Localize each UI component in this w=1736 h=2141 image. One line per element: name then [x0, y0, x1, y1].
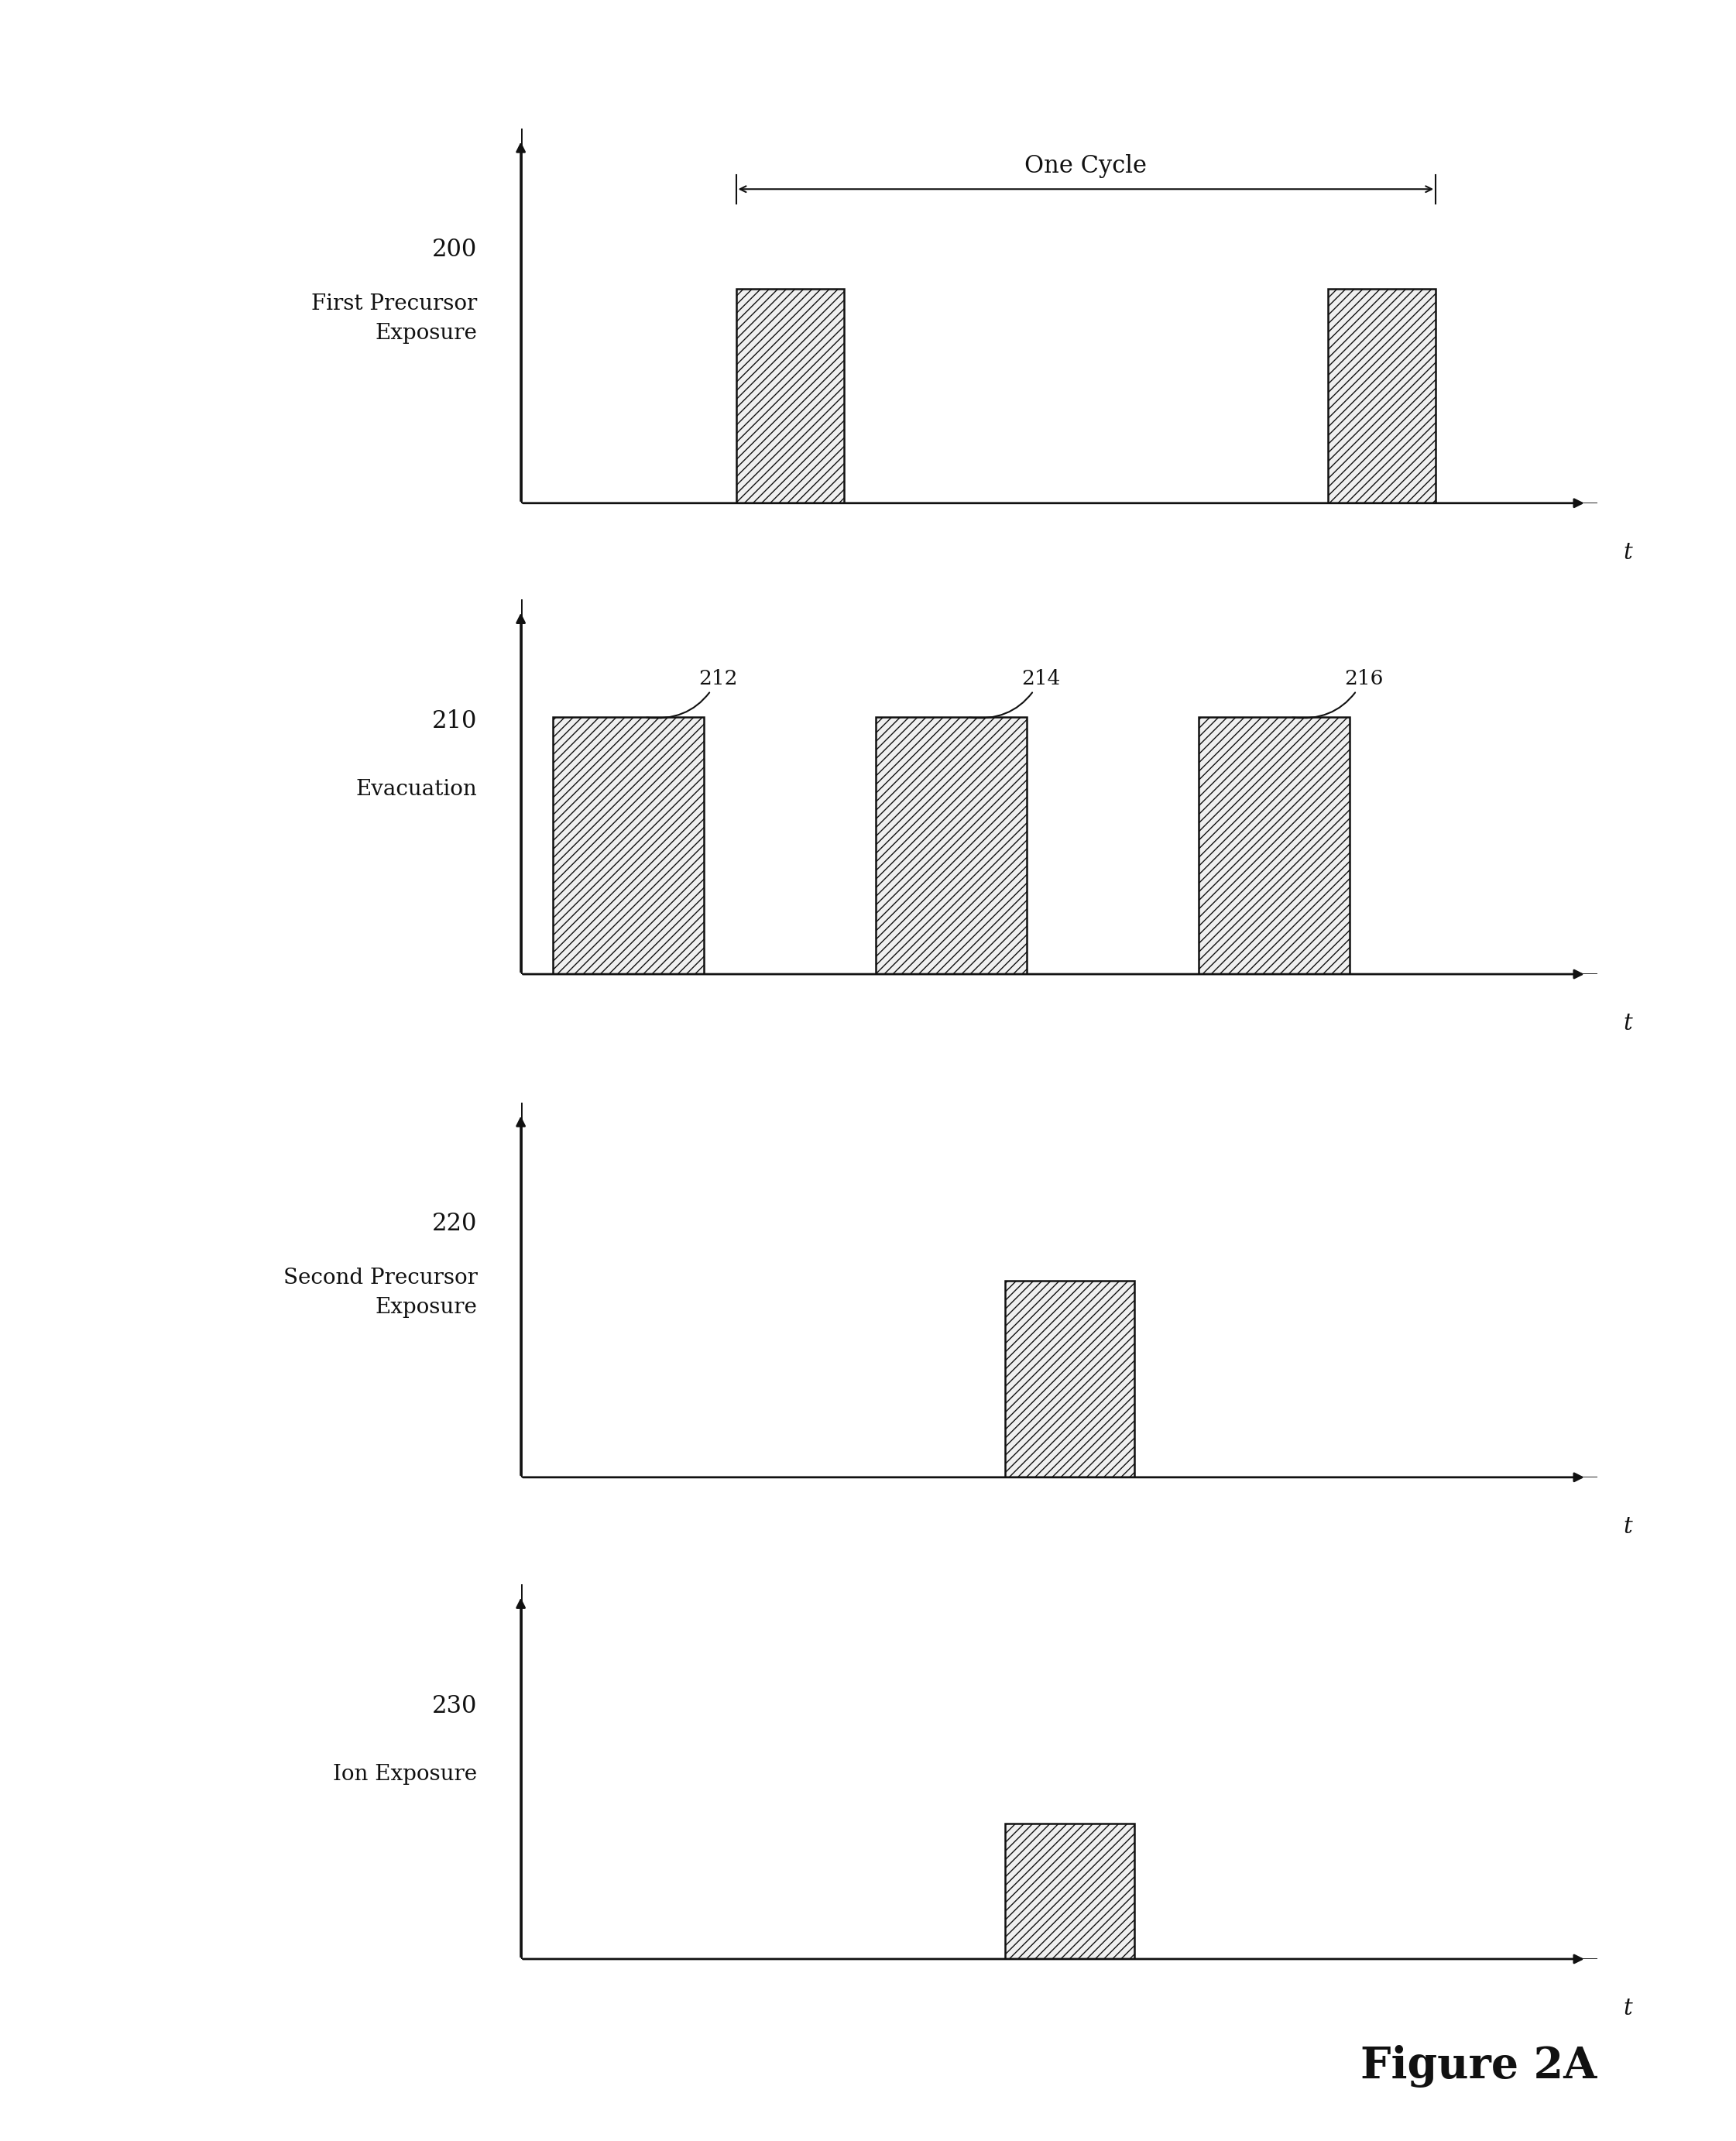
Text: 230: 230 — [432, 1694, 477, 1717]
Text: Second Precursor
Exposure: Second Precursor Exposure — [283, 1267, 477, 1317]
Bar — [877, 717, 1026, 974]
Bar — [1200, 717, 1349, 974]
Text: 214: 214 — [970, 670, 1061, 717]
Text: First Precursor
Exposure: First Precursor Exposure — [311, 293, 477, 343]
Text: t: t — [1623, 1516, 1632, 1537]
Text: 210: 210 — [432, 709, 477, 732]
Text: Figure 2A: Figure 2A — [1361, 2045, 1597, 2087]
Text: 212: 212 — [648, 670, 738, 717]
Text: 200: 200 — [432, 238, 477, 261]
Text: One Cycle: One Cycle — [1024, 154, 1147, 178]
Bar — [1005, 1280, 1134, 1477]
Text: t: t — [1623, 542, 1632, 563]
Bar — [1328, 289, 1436, 503]
Text: t: t — [1623, 1998, 1632, 2019]
Text: t: t — [1623, 1013, 1632, 1034]
Bar — [736, 289, 844, 503]
Text: 220: 220 — [432, 1212, 477, 1235]
Text: 216: 216 — [1293, 670, 1384, 717]
Bar — [554, 717, 703, 974]
Bar — [1005, 1824, 1134, 1959]
Text: Ion Exposure: Ion Exposure — [333, 1764, 477, 1786]
Text: Evacuation: Evacuation — [356, 779, 477, 801]
